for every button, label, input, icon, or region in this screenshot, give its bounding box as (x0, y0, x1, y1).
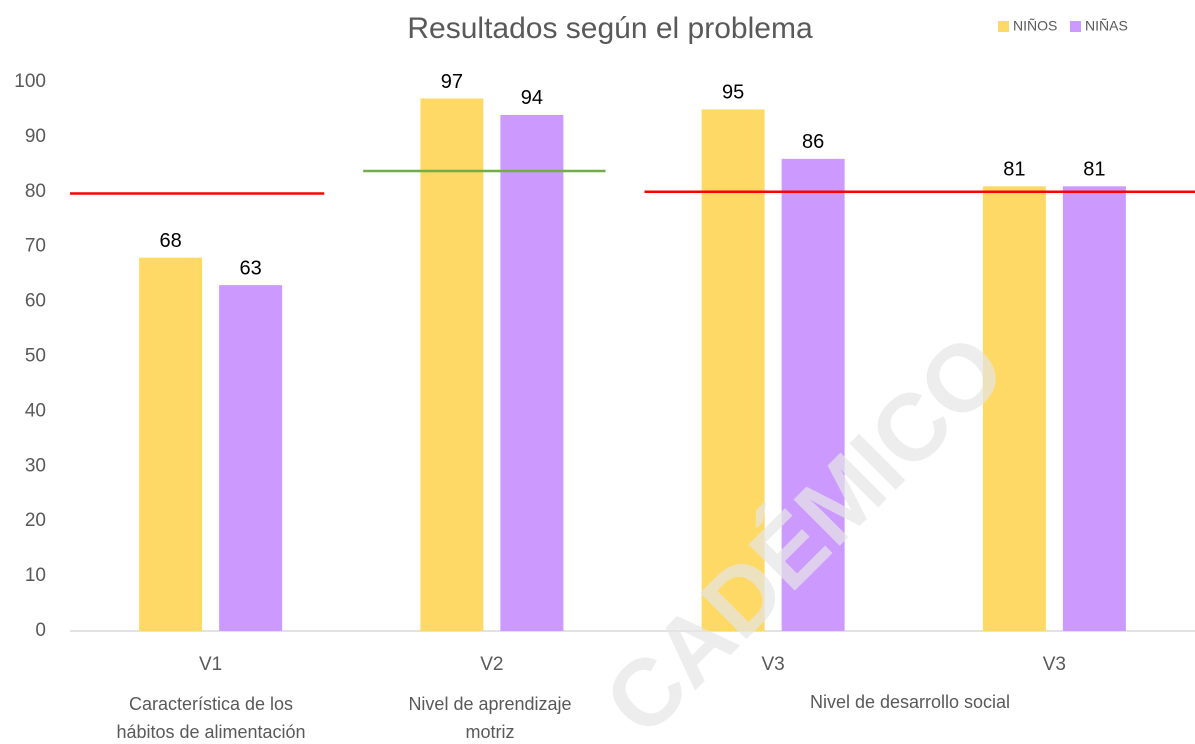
category-description: Característica de los (129, 694, 293, 714)
bar (219, 285, 283, 631)
y-tick-label: 50 (25, 346, 46, 367)
bar (1062, 186, 1126, 631)
category-description: Nivel de desarrollo social (810, 692, 1010, 712)
legend-label: NIÑOS (1013, 18, 1057, 34)
y-tick-label: 60 (25, 291, 46, 312)
category-description: motriz (466, 722, 515, 742)
y-tick-label: 90 (25, 126, 46, 147)
x-tick-label: V2 (480, 654, 503, 675)
bar (781, 158, 845, 632)
y-tick-label: 10 (25, 565, 46, 586)
bar (500, 114, 564, 631)
x-tick-label: V3 (1043, 654, 1066, 675)
category-description: Nivel de aprendizaje (408, 694, 571, 714)
legend-swatch (1070, 21, 1081, 32)
bar (420, 98, 484, 632)
data-label: 81 (1083, 159, 1105, 181)
legend-label: NIÑAS (1085, 18, 1128, 34)
x-tick-label: V3 (762, 654, 785, 675)
y-tick-label: 100 (14, 71, 46, 92)
y-tick-label: 30 (25, 455, 46, 476)
data-label: 68 (160, 230, 182, 252)
bar (139, 257, 203, 631)
legend-swatch (998, 21, 1009, 32)
data-label: 63 (240, 257, 262, 279)
category-description: hábitos de alimentación (116, 722, 305, 742)
data-label: 86 (802, 131, 824, 153)
data-label: 94 (521, 87, 543, 109)
y-tick-label: 40 (25, 400, 46, 421)
data-label: 97 (441, 71, 463, 93)
y-tick-label: 20 (25, 510, 46, 531)
data-label: 95 (722, 82, 744, 104)
data-label: 81 (1003, 159, 1025, 181)
y-tick-label: 0 (35, 620, 46, 641)
chart-title: Resultados según el problema (407, 12, 813, 45)
y-tick-label: 70 (25, 236, 46, 257)
x-tick-label: V1 (199, 654, 222, 675)
bar (701, 109, 765, 631)
bar (982, 186, 1046, 631)
y-tick-label: 80 (25, 181, 46, 202)
